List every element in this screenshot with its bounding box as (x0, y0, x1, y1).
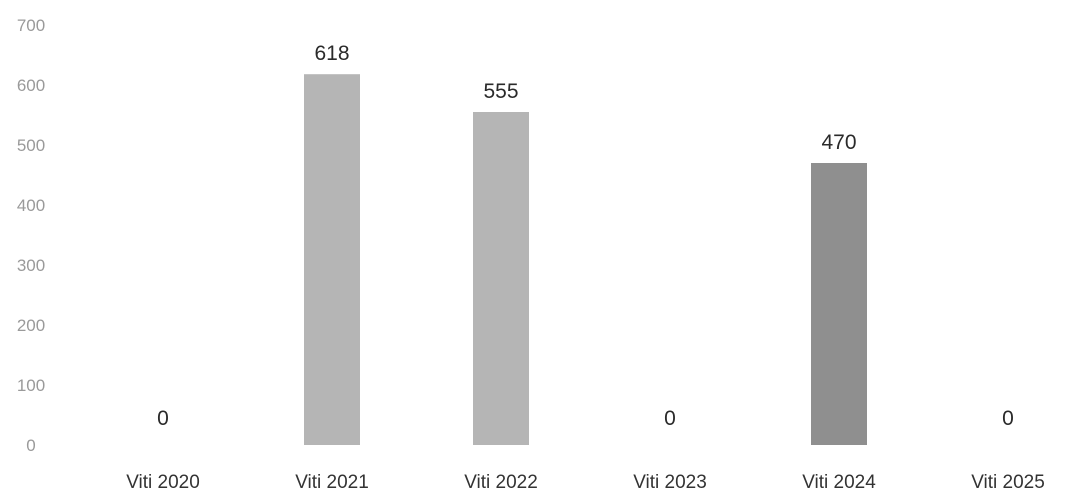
y-tick-label: 100 (17, 376, 45, 395)
y-tick-label: 300 (17, 256, 45, 275)
y-tick-label: 0 (26, 436, 35, 455)
data-label: 470 (821, 131, 856, 154)
x-category-label: Viti 2024 (802, 472, 876, 493)
data-label: 0 (1002, 407, 1014, 430)
x-category-label: Viti 2023 (633, 472, 707, 493)
x-axis: Viti 2020 Viti 2021 Viti 2022 Viti 2023 Viti… (126, 472, 1045, 493)
bar (473, 112, 529, 445)
data-label: 0 (664, 407, 676, 430)
y-tick-label: 500 (17, 136, 45, 155)
y-tick-label: 700 (17, 16, 45, 35)
data-label: 0 (157, 407, 169, 430)
bar (304, 74, 360, 445)
y-tick-label: 600 (17, 76, 45, 95)
bars (304, 74, 867, 445)
data-label: 555 (483, 80, 518, 103)
y-axis: 0 100 200 300 400 500 600 700 (17, 16, 45, 455)
y-tick-label: 400 (17, 196, 45, 215)
data-labels: 0 618 555 0 470 0 (157, 42, 1014, 430)
y-tick-label: 200 (17, 316, 45, 335)
x-category-label: Viti 2020 (126, 472, 200, 493)
bar (811, 163, 867, 445)
data-label: 618 (314, 42, 349, 65)
x-category-label: Viti 2022 (464, 472, 538, 493)
x-category-label: Viti 2025 (971, 472, 1045, 493)
x-category-label: Viti 2021 (295, 472, 369, 493)
